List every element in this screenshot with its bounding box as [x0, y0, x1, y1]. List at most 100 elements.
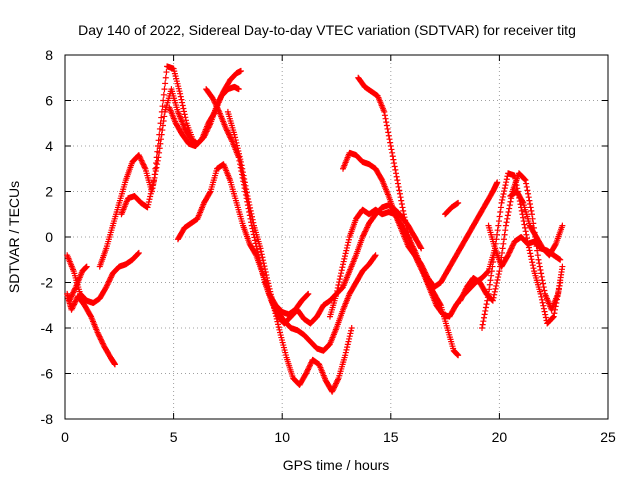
data-point	[524, 187, 531, 194]
data-point	[391, 160, 398, 167]
data-point	[307, 360, 314, 367]
data-point	[504, 215, 511, 222]
data-point	[486, 281, 493, 288]
data-point	[211, 99, 218, 106]
data-point	[522, 228, 529, 235]
data-point	[553, 299, 560, 306]
data-point	[364, 223, 371, 230]
data-point	[250, 219, 257, 226]
data-point	[69, 290, 76, 297]
data-point	[234, 142, 241, 149]
data-point	[149, 182, 156, 189]
data-point	[97, 336, 104, 343]
series-s6	[166, 83, 242, 149]
data-point	[212, 100, 219, 107]
data-point	[275, 321, 282, 328]
data-point	[152, 165, 159, 172]
data-point	[491, 291, 498, 298]
data-point	[264, 277, 271, 284]
data-point	[267, 288, 274, 295]
data-point	[363, 225, 370, 232]
data-point	[303, 370, 310, 377]
data-point	[234, 145, 241, 152]
data-point	[529, 262, 536, 269]
data-point	[461, 288, 468, 295]
data-point	[336, 276, 343, 283]
data-point	[87, 312, 94, 319]
data-point	[158, 114, 165, 121]
data-point	[157, 120, 164, 127]
data-point	[539, 299, 546, 306]
data-point	[509, 242, 516, 249]
data-point	[70, 288, 77, 295]
data-point	[262, 269, 269, 276]
data-point	[156, 131, 163, 138]
data-point	[389, 149, 396, 156]
data-point	[71, 286, 78, 293]
data-point	[244, 193, 251, 200]
x-tick-labels: 0 5 10 15 20 25	[61, 429, 616, 445]
data-point	[519, 198, 526, 205]
data-point	[402, 217, 409, 224]
data-point	[551, 310, 558, 317]
data-point	[385, 132, 392, 139]
data-point	[70, 289, 77, 296]
data-point	[402, 220, 409, 227]
data-point	[405, 231, 412, 238]
data-point	[107, 275, 114, 282]
data-point	[210, 97, 217, 104]
data-point	[177, 90, 184, 97]
data-point	[260, 257, 267, 264]
series-s14	[442, 199, 462, 218]
data-point	[275, 324, 282, 331]
data-point	[105, 279, 112, 286]
y-tick-label: 6	[45, 93, 53, 109]
data-point	[505, 250, 512, 257]
data-point	[387, 143, 394, 149]
data-point	[512, 175, 519, 182]
data-point	[83, 263, 90, 270]
data-point	[503, 176, 510, 183]
data-point	[105, 278, 112, 285]
data-point	[141, 163, 148, 170]
data-point	[484, 268, 491, 275]
data-point	[136, 153, 143, 160]
data-point	[214, 104, 221, 111]
y-tick-labels: -8 -6 -4 -2 0 2 4 6 8	[41, 47, 54, 427]
data-point	[480, 314, 487, 321]
data-point	[345, 338, 352, 345]
data-point	[415, 260, 422, 267]
data-point	[460, 290, 467, 297]
data-point	[334, 284, 341, 291]
data-point	[457, 296, 464, 303]
data-point	[500, 240, 507, 247]
data-point	[381, 112, 388, 119]
data-point	[502, 227, 509, 234]
data-point	[341, 253, 348, 260]
data-point	[332, 381, 339, 388]
data-point	[99, 339, 106, 346]
data-point	[525, 190, 532, 197]
data-point	[383, 122, 390, 129]
x-tick-label: 20	[492, 429, 508, 445]
data-point	[538, 293, 545, 300]
data-point	[145, 198, 152, 205]
x-axis-label: GPS time / hours	[283, 457, 390, 473]
data-point	[504, 212, 511, 219]
data-point	[503, 179, 510, 186]
data-point	[140, 161, 147, 168]
data-point	[262, 266, 269, 273]
data-point	[249, 213, 256, 220]
data-point	[506, 249, 513, 256]
data-point	[508, 244, 515, 251]
data-point	[344, 242, 351, 249]
data-point	[348, 327, 355, 334]
data-point	[383, 119, 390, 126]
data-point	[489, 297, 496, 304]
data-point	[362, 228, 369, 235]
data-point	[162, 80, 169, 87]
data-point	[362, 227, 369, 234]
data-point	[390, 156, 397, 163]
data-point	[500, 191, 507, 198]
data-point	[389, 153, 396, 160]
